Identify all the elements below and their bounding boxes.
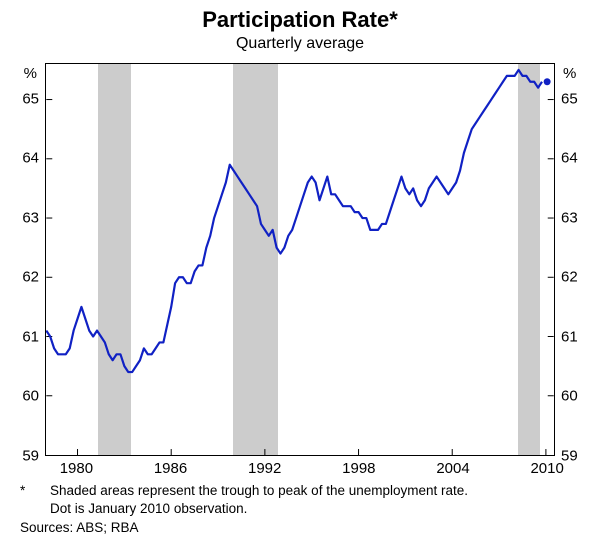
y-tick-label: 59	[5, 448, 39, 465]
x-tick-label: 2010	[530, 460, 563, 477]
chart-title: Participation Rate*	[0, 7, 600, 33]
participation-rate-chart: Participation Rate* Quarterly average 59…	[0, 0, 600, 549]
footnote: * Shaded areas represent the trough to p…	[20, 482, 580, 537]
plot-wrap: 59606162636465 59606162636465 % % 198019…	[45, 63, 555, 456]
footnote-text-1: Shaded areas represent the trough to pea…	[50, 483, 468, 498]
y-tick-label: 64	[561, 150, 595, 167]
y-tick-label: 63	[561, 209, 595, 226]
y-tick-label: 61	[561, 328, 595, 345]
footnote-text-2: Dot is January 2010 observation.	[50, 501, 247, 516]
y-tick-label: 62	[5, 269, 39, 286]
y-tick-label: 60	[5, 388, 39, 405]
y-tick-label: 65	[5, 90, 39, 107]
y-tick-label: 60	[561, 388, 595, 405]
y-tick-label: 63	[5, 209, 39, 226]
sources-text: Sources: ABS; RBA	[20, 519, 580, 537]
footnote-star: *	[20, 482, 25, 500]
y-tick-label: 62	[561, 269, 595, 286]
x-tick-label: 1980	[60, 460, 93, 477]
x-tick-label: 1992	[248, 460, 281, 477]
y-tick-label: 59	[561, 448, 595, 465]
y-tick-label: 61	[5, 328, 39, 345]
x-tick-label: 1986	[154, 460, 187, 477]
y-tick-label: 65	[561, 90, 595, 107]
y-unit-left: %	[24, 65, 37, 82]
y-unit-right: %	[563, 65, 576, 82]
y-tick-label: 64	[5, 150, 39, 167]
plot-area	[45, 63, 555, 456]
line-svg	[46, 64, 554, 455]
chart-subtitle: Quarterly average	[0, 35, 600, 53]
x-tick-label: 2004	[436, 460, 469, 477]
x-tick-label: 1998	[342, 460, 375, 477]
